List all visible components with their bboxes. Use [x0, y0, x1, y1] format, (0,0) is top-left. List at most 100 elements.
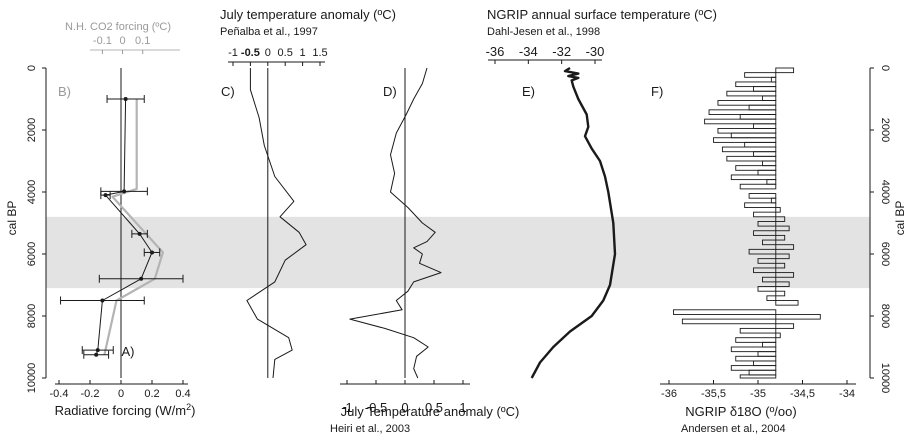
series-F-step [775, 234, 786, 241]
x-tick-label-top-C: 0.5 [278, 47, 293, 59]
series-F-step [726, 155, 777, 162]
x-tick-label-top-B: -0.1 [93, 35, 112, 47]
y-tick-label-right: 4000 [879, 180, 891, 204]
series-F-step [713, 137, 777, 143]
series-F-step [739, 327, 777, 334]
chart-labels: cal BP cal BP 02000400060008000100000200… [5, 7, 907, 435]
y-tick-label-left: 6000 [26, 242, 38, 266]
x-axis-sublabel-bottom-D: Heiri et al., 2003 [330, 423, 410, 435]
x-axis-label-top-B: N.H. CO2 forcing (ºC) [65, 21, 171, 33]
series-F-step [762, 160, 777, 167]
series-F-step [735, 337, 777, 343]
series-F-step [673, 309, 777, 315]
y-tick-label-left: 10000 [26, 363, 38, 394]
series-F-step [757, 220, 777, 227]
x-tick-label-bottom-D: 0.5 [425, 400, 443, 415]
series-F-step [739, 374, 777, 379]
series-F-step [770, 197, 777, 204]
series-F-step [775, 207, 781, 213]
series-F-step [775, 323, 795, 329]
y-tick-label-left: 2000 [26, 118, 38, 142]
x-tick-label-bottom-D: 1 [459, 400, 466, 415]
y-tick-label-right: 2000 [879, 118, 891, 142]
series-F-step [753, 211, 777, 218]
x-tick-label-top-C: -0.5 [241, 47, 260, 59]
series-F-step [775, 332, 781, 339]
x-tick-label-bottom-A: -0.4 [50, 388, 69, 400]
x-axis-label-bottom-A: Radiative forcing (W/m2) [55, 402, 196, 418]
y-tick-label-left: 4000 [26, 180, 38, 204]
series-F-step [775, 290, 786, 297]
x-tick-label-top-C: -1 [228, 47, 238, 59]
x-tick-label-top-E: -36 [486, 44, 505, 59]
x-tick-label-bottom-F: -36 [661, 388, 677, 400]
x-axis-sublabel-top-E: Dahl-Jesen et al., 1998 [487, 26, 600, 38]
series-F-step [757, 258, 777, 264]
y-tick-label-right: 0 [879, 65, 891, 71]
series-F-step [762, 239, 777, 246]
data-point-A [137, 231, 142, 236]
series-F-step [744, 72, 777, 78]
series-F-step [730, 346, 777, 353]
x-tick-label-top-C: 1 [300, 47, 306, 59]
series-F-step [717, 127, 777, 134]
series-F-step [753, 267, 777, 274]
panel-label-C: C) [221, 84, 235, 99]
series-F-step [730, 174, 777, 181]
panel-label-F: F) [651, 84, 663, 99]
x-tick-label-bottom-A: 0.2 [144, 388, 159, 400]
series-F-step [681, 318, 777, 325]
series-F-step [730, 365, 777, 371]
series-F-step [770, 76, 777, 83]
series-F-step [708, 109, 777, 115]
chart-marks [42, 49, 874, 385]
series-F-step [748, 248, 777, 255]
series-F-step [744, 202, 777, 208]
series-F-step [775, 272, 795, 278]
x-axis-label-bottom-F: NGRIP δ18O (º/oo) [685, 404, 796, 419]
series-F-step [726, 90, 777, 97]
series-F-step [775, 314, 821, 320]
x-axis-label-top-C: July temperature anomaly (ºC) [220, 7, 396, 22]
x-tick-label-bottom-F: -34,5 [790, 388, 815, 400]
series-F-step [757, 169, 777, 176]
series-F-step [735, 355, 777, 362]
series-F-step [739, 114, 777, 120]
data-point-A [139, 276, 144, 281]
series-F-step [739, 183, 777, 190]
x-tick-label-bottom-A: -0.2 [81, 388, 100, 400]
series-F-step [753, 86, 777, 92]
data-point-A [94, 352, 99, 357]
data-point-A [122, 189, 127, 194]
series-E-line [530, 66, 617, 379]
x-tick-label-bottom-F: -34 [839, 388, 855, 400]
x-tick-label-top-B: 0.1 [135, 35, 150, 47]
series-F-step [753, 123, 777, 129]
x-tick-label-bottom-A: 0.4 [175, 388, 190, 400]
y-axis-label-left: cal BP [5, 201, 19, 236]
series-F-step [766, 295, 777, 301]
x-tick-label-bottom-A: 0 [118, 388, 124, 400]
x-tick-label-top-E: -32 [552, 44, 571, 59]
x-tick-label-top-B: 0 [119, 35, 125, 47]
series-F-step [762, 95, 777, 102]
x-tick-label-top-E: -34 [519, 44, 538, 59]
series-F-step [775, 216, 786, 222]
series-F-step [762, 276, 777, 283]
x-axis-sublabel-top-C: Peñalba et al., 1997 [220, 26, 318, 38]
series-D-line [349, 67, 442, 379]
series-C-line [246, 68, 307, 379]
x-tick-label-bottom-D: 0 [401, 400, 408, 415]
data-point-A [103, 193, 108, 198]
series-F-step [775, 244, 795, 250]
series-F-step [735, 81, 777, 88]
series-F-step [753, 151, 777, 157]
series-F-step [757, 286, 777, 292]
series-F-step [775, 281, 790, 287]
series-F-step [753, 360, 777, 367]
series-F-step [735, 165, 777, 171]
x-axis-sublabel-bottom-F: Andersen et al., 2004 [681, 423, 786, 435]
series-F-step [753, 230, 777, 236]
x-tick-label-top-E: -30 [586, 44, 605, 59]
x-tick-label-top-C: 0 [265, 47, 271, 59]
